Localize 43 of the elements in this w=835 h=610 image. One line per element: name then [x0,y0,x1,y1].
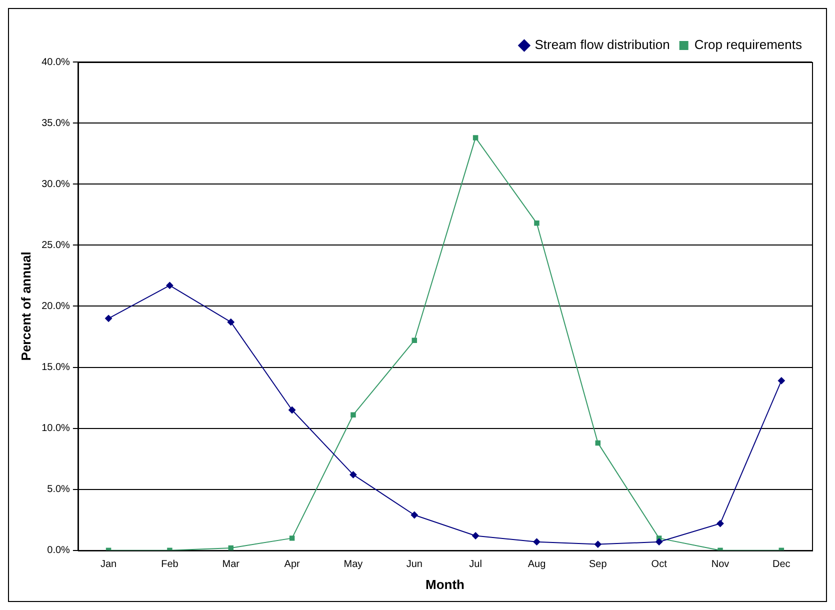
x-tick-label: Oct [651,559,668,570]
x-tick-label: Jan [100,559,117,570]
x-tick-label: Nov [711,559,730,570]
x-tick-label: Feb [161,559,179,570]
point [472,135,478,140]
point [594,540,602,548]
x-tick-label: Dec [772,559,790,570]
point [410,511,418,518]
point [472,532,480,540]
x-axis-title: Month [425,576,465,592]
y-tick-label: 0.0% [47,545,70,556]
point [227,318,234,326]
legend-label: Crop requirements [694,37,802,52]
y-tick-label: 35.0% [42,118,70,129]
x-tick-label: Aug [528,559,546,570]
point [288,406,296,414]
point [350,471,357,478]
y-tick-label: 40.0% [42,56,70,68]
point [778,377,785,384]
x-tick-label: Apr [284,559,300,570]
y-tick-label: 25.0% [42,240,70,251]
point [656,538,663,546]
point [412,338,418,344]
x-tick-label: Jun [406,559,422,570]
y-axis-title: Percent of annual [18,252,34,361]
point [350,412,356,418]
y-tick-label: 15.0% [42,362,70,373]
point [595,440,601,446]
point [166,282,174,289]
point [716,520,724,528]
point [105,314,112,322]
x-tick-label: Jul [469,559,482,570]
y-tick-label: 30.0% [42,178,70,190]
legend-label: Stream flow distribution [534,37,670,52]
point [533,538,540,546]
point [289,536,295,541]
x-tick-label: Sep [589,559,608,570]
y-tick-label: 10.0% [42,423,70,434]
point [534,220,540,226]
x-tick-label: May [344,559,363,570]
y-tick-label: 20.0% [42,300,70,312]
y-tick-label: 5.0% [47,484,70,496]
x-tick-label: Mar [222,559,240,570]
